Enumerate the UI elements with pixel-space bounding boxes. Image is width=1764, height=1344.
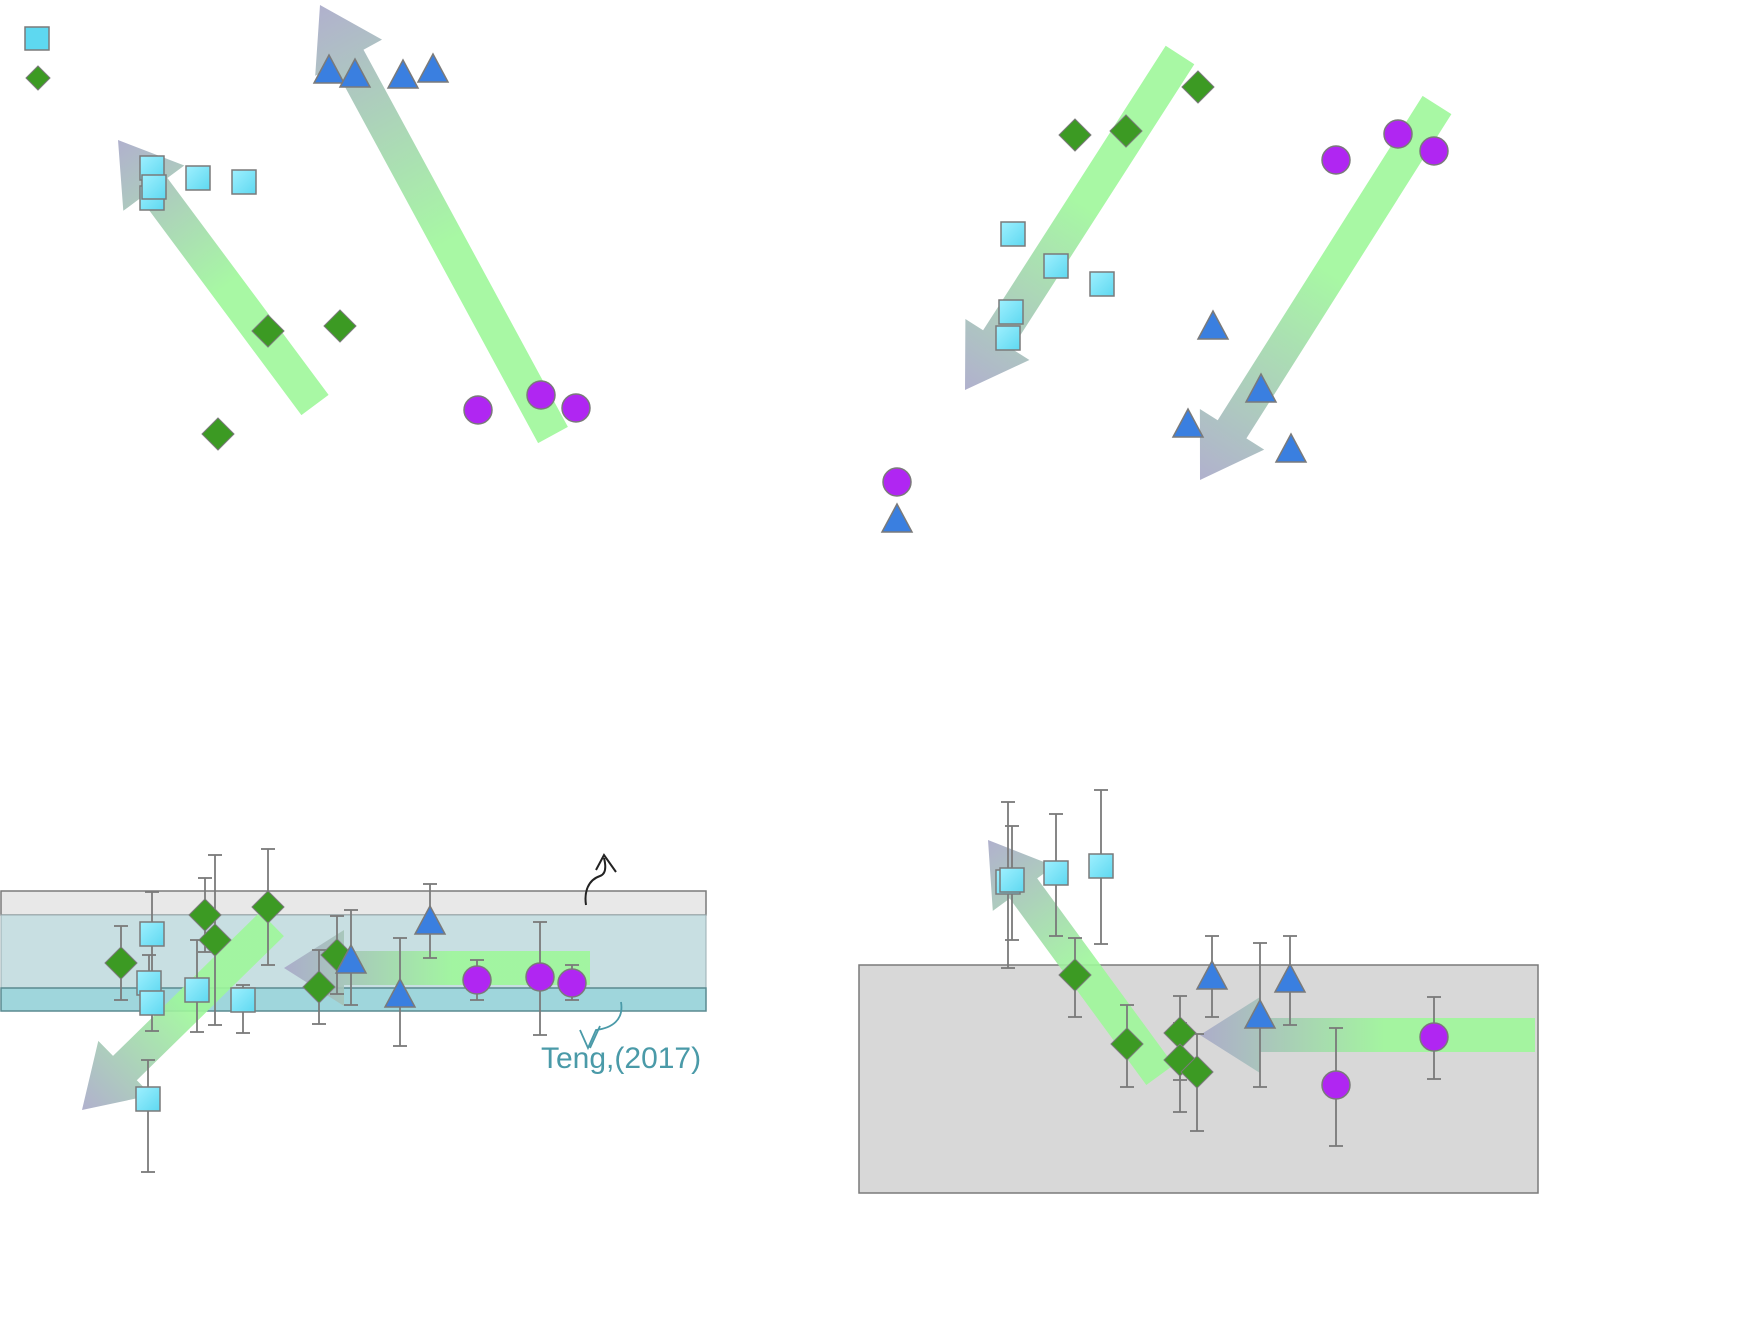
curved-arrow-icon — [584, 853, 617, 906]
data-point-triangle — [1196, 309, 1230, 340]
data-point-diamond — [188, 898, 222, 932]
data-point-square — [999, 867, 1025, 893]
band-lower — [0, 987, 707, 1012]
data-point-diamond — [1181, 70, 1215, 104]
data-point-circle — [525, 962, 555, 992]
error-bar — [141, 1059, 155, 1173]
data-point-triangle — [386, 58, 420, 89]
data-point-diamond — [104, 946, 138, 980]
data-point-triangle — [1273, 962, 1307, 993]
legend-symbols — [24, 26, 51, 91]
data-point-circle — [526, 380, 556, 410]
data-point-diamond — [1058, 958, 1092, 992]
data-point-triangle — [1195, 959, 1229, 990]
data-point-circle — [1321, 1070, 1351, 1100]
data-point-square — [1089, 271, 1115, 297]
data-point-square — [139, 921, 165, 947]
data-point-diamond — [302, 970, 336, 1004]
data-point-square — [995, 325, 1021, 351]
data-point-diamond — [1180, 1055, 1214, 1089]
trend-arrow — [315, 5, 568, 444]
data-point-diamond — [1109, 114, 1143, 148]
trend-arrow — [1200, 997, 1535, 1073]
data-point-diamond — [323, 309, 357, 343]
data-point-circle — [882, 467, 912, 497]
data-point-square — [1043, 860, 1069, 886]
data-point-diamond — [201, 417, 235, 451]
annotation-text: Teng,(2017) — [541, 1042, 701, 1075]
data-point-diamond — [251, 314, 285, 348]
data-point-diamond — [251, 890, 285, 924]
data-point-triangle — [1274, 432, 1308, 463]
data-point-triangle — [880, 502, 914, 533]
data-point-square — [139, 990, 165, 1016]
data-point-square — [230, 987, 256, 1013]
data-point-diamond — [1110, 1027, 1144, 1061]
annotation-leader-icon — [579, 1001, 623, 1051]
data-point-triangle — [1171, 407, 1205, 438]
legend-diamond-icon — [25, 65, 51, 91]
data-point-circle — [1419, 1022, 1449, 1052]
data-point-square — [1000, 221, 1026, 247]
data-point-triangle — [334, 943, 368, 974]
data-point-triangle — [1243, 998, 1277, 1029]
data-point-diamond — [198, 923, 232, 957]
data-point-circle — [561, 393, 591, 423]
data-point-circle — [1383, 119, 1413, 149]
data-point-triangle — [312, 53, 346, 84]
data-point-square — [998, 299, 1024, 325]
data-point-square — [184, 977, 210, 1003]
data-point-triangle — [338, 57, 372, 88]
band-upper — [0, 890, 707, 916]
data-point-triangle — [1244, 372, 1278, 403]
annotation-strokes — [579, 853, 623, 1051]
data-point-circle — [1419, 136, 1449, 166]
data-point-square — [135, 1086, 161, 1112]
data-point-square — [1043, 253, 1069, 279]
data-point-triangle — [383, 977, 417, 1008]
data-point-circle — [1321, 145, 1351, 175]
trend-arrow — [118, 140, 329, 416]
data-point-circle — [462, 965, 492, 995]
trend-arrow — [284, 930, 590, 1006]
data-point-square — [185, 165, 211, 191]
data-point-square — [141, 174, 167, 200]
data-point-square — [1088, 853, 1114, 879]
legend-square-icon — [24, 26, 50, 51]
data-markers — [104, 52, 1449, 1112]
trend-arrow — [82, 911, 284, 1110]
data-point-circle — [557, 968, 587, 998]
data-point-triangle — [416, 52, 450, 83]
data-point-circle — [463, 395, 493, 425]
data-point-square — [231, 169, 257, 195]
data-point-diamond — [1058, 118, 1092, 152]
data-point-triangle — [413, 904, 447, 935]
